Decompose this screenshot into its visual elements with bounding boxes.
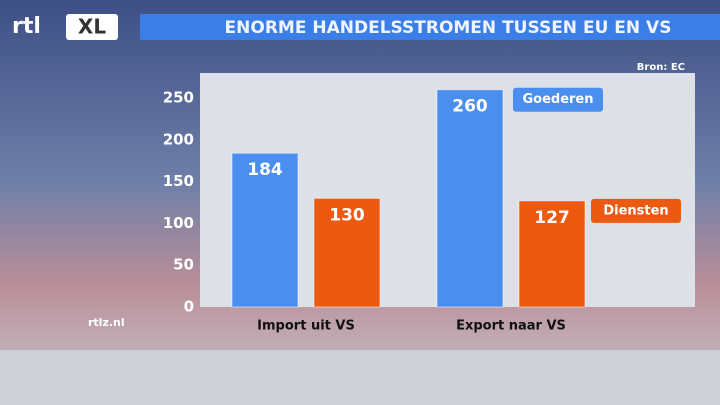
y-tick-label: 100 bbox=[163, 214, 194, 232]
source: Bron: EC bbox=[637, 62, 685, 73]
bar bbox=[313, 197, 381, 308]
legend-box bbox=[591, 198, 681, 223]
bar bbox=[518, 200, 586, 308]
x-tick-label: Import uit VS bbox=[257, 319, 355, 334]
y-tick-label: 50 bbox=[173, 256, 194, 274]
value-label: 127 bbox=[534, 208, 570, 228]
legend-box bbox=[513, 87, 603, 112]
title-banner bbox=[140, 14, 720, 40]
chart-title: ENORME HANDELSSTROMEN TUSSEN EU EN VS bbox=[225, 18, 672, 38]
x-tick-label: Export naar VS bbox=[456, 319, 566, 334]
value-label: 130 bbox=[329, 205, 365, 225]
y-tick-label: 250 bbox=[163, 89, 194, 107]
y-tick-label: 200 bbox=[163, 130, 194, 148]
logo: rtl bbox=[12, 14, 41, 39]
value-label: 184 bbox=[247, 160, 283, 180]
bar bbox=[231, 152, 299, 308]
y-tick-label: 150 bbox=[163, 172, 194, 190]
bar bbox=[436, 89, 504, 308]
website: rtlz.nl bbox=[88, 316, 125, 329]
y-tick-label: 0 bbox=[184, 298, 194, 316]
logo-badge-box bbox=[66, 14, 118, 40]
legend-label: Diensten bbox=[603, 203, 668, 218]
logo-badge: XL bbox=[78, 15, 106, 39]
legend-label: Goederen bbox=[522, 92, 593, 107]
value-label: 260 bbox=[452, 97, 488, 117]
floor bbox=[0, 350, 720, 405]
